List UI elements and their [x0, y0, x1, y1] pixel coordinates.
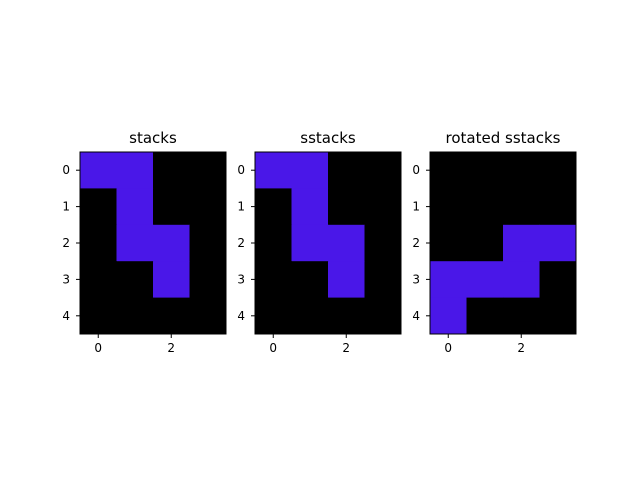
y-tick-label: 1: [412, 200, 420, 214]
heatmap-cell-r4-c0: [80, 297, 117, 335]
heatmap-cell-r1-c1: [466, 188, 504, 226]
heatmap-cell-r0-c2: [503, 152, 540, 189]
axis-ticks: 0 2 0 1 2 3 4: [412, 163, 525, 355]
subplot-0: stacks 0 2 0 1 2 3 4: [62, 129, 227, 355]
axis-ticks: 0 2 0 1 2 3 4: [237, 163, 350, 355]
heatmap-cell-r1-c3: [189, 188, 227, 226]
y-tick-label: 4: [62, 309, 70, 323]
x-tick-label: 2: [342, 341, 350, 355]
heatmap-cell-r1-c2: [153, 188, 190, 226]
heatmap-cells: [255, 152, 402, 335]
heatmap-cell-r4-c3: [364, 297, 402, 335]
heatmap-cell-r2-c3: [539, 224, 577, 262]
heatmap-cell-r1-c3: [364, 188, 402, 226]
x-tick-label: 2: [167, 341, 175, 355]
heatmap-cell-r2-c0: [430, 224, 467, 262]
subplot-title: rotated sstacks: [446, 129, 561, 147]
heatmap-cell-r2-c1: [116, 224, 154, 262]
y-tick-label: 3: [412, 272, 420, 286]
x-tick-label: 0: [94, 341, 102, 355]
heatmap-cell-r2-c3: [189, 224, 227, 262]
heatmap-cell-r1-c3: [539, 188, 577, 226]
subplot-title: sstacks: [300, 129, 356, 147]
y-tick-label: 0: [237, 163, 245, 177]
heatmap-cell-r2-c0: [255, 224, 292, 262]
heatmap-cells: [80, 152, 227, 335]
y-tick-label: 2: [62, 236, 70, 250]
heatmap-cell-r3-c3: [364, 261, 402, 298]
heatmap-cell-r0-c0: [80, 152, 117, 189]
heatmap-cell-r4-c0: [430, 297, 467, 335]
subplot-2: rotated sstacks 0 2 0 1 2 3 4: [412, 129, 577, 355]
heatmap-cell-r2-c1: [466, 224, 504, 262]
heatmap-cell-r2-c2: [503, 224, 540, 262]
y-tick-label: 1: [237, 200, 245, 214]
heatmap-cell-r4-c0: [255, 297, 292, 335]
heatmap-cell-r3-c1: [466, 261, 504, 298]
heatmap-cell-r0-c2: [153, 152, 190, 189]
heatmap-cell-r4-c1: [291, 297, 329, 335]
heatmap-cell-r3-c3: [189, 261, 227, 298]
heatmap-cell-r0-c1: [291, 152, 329, 189]
heatmap-cell-r4-c2: [503, 297, 540, 335]
y-tick-label: 4: [412, 309, 420, 323]
heatmap-cell-r2-c3: [364, 224, 402, 262]
heatmap-cell-r3-c0: [80, 261, 117, 298]
y-tick-label: 4: [237, 309, 245, 323]
heatmap-cell-r4-c2: [328, 297, 365, 335]
heatmap-cell-r0-c0: [430, 152, 467, 189]
heatmap-cell-r0-c3: [364, 152, 402, 189]
y-tick-label: 2: [237, 236, 245, 250]
y-tick-label: 1: [62, 200, 70, 214]
heatmap-cell-r1-c2: [503, 188, 540, 226]
heatmap-cell-r1-c1: [291, 188, 329, 226]
heatmap-cell-r3-c1: [116, 261, 154, 298]
heatmap-cell-r1-c2: [328, 188, 365, 226]
x-tick-label: 0: [269, 341, 277, 355]
heatmap-cell-r0-c0: [255, 152, 292, 189]
heatmap-cell-r3-c2: [328, 261, 365, 298]
y-tick-label: 3: [237, 272, 245, 286]
y-tick-label: 0: [62, 163, 70, 177]
heatmap-cell-r3-c0: [255, 261, 292, 298]
heatmap-cell-r0-c3: [539, 152, 577, 189]
heatmap-cell-r3-c3: [539, 261, 577, 298]
heatmap-cell-r2-c1: [291, 224, 329, 262]
x-tick-label: 2: [517, 341, 525, 355]
subplot-title: stacks: [129, 129, 177, 147]
heatmap-cell-r4-c3: [189, 297, 227, 335]
heatmap-cell-r3-c0: [430, 261, 467, 298]
heatmap-cell-r0-c2: [328, 152, 365, 189]
heatmap-cell-r0-c3: [189, 152, 227, 189]
heatmap-cell-r4-c2: [153, 297, 190, 335]
heatmap-cell-r0-c1: [466, 152, 504, 189]
y-tick-label: 0: [412, 163, 420, 177]
heatmap-cell-r1-c0: [430, 188, 467, 226]
heatmap-cell-r2-c2: [153, 224, 190, 262]
heatmap-cell-r3-c2: [153, 261, 190, 298]
heatmap-cell-r1-c1: [116, 188, 154, 226]
heatmap-cell-r1-c0: [255, 188, 292, 226]
y-tick-label: 3: [62, 272, 70, 286]
y-tick-label: 2: [412, 236, 420, 250]
axis-ticks: 0 2 0 1 2 3 4: [62, 163, 175, 355]
heatmap-cell-r3-c2: [503, 261, 540, 298]
heatmap-cells: [430, 152, 577, 335]
heatmap-cell-r4-c1: [466, 297, 504, 335]
x-tick-label: 0: [444, 341, 452, 355]
heatmap-cell-r0-c1: [116, 152, 154, 189]
heatmap-cell-r2-c0: [80, 224, 117, 262]
heatmap-cell-r2-c2: [328, 224, 365, 262]
heatmap-cell-r1-c0: [80, 188, 117, 226]
heatmap-cell-r4-c3: [539, 297, 577, 335]
subplot-1: sstacks 0 2 0 1 2 3 4: [237, 129, 402, 355]
heatmap-cell-r4-c1: [116, 297, 154, 335]
heatmap-cell-r3-c1: [291, 261, 329, 298]
